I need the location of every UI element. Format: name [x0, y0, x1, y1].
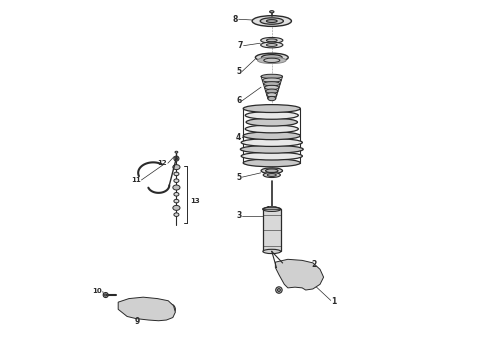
Ellipse shape	[265, 85, 279, 90]
Ellipse shape	[266, 89, 278, 93]
Text: 2: 2	[311, 260, 317, 269]
Ellipse shape	[174, 156, 179, 161]
Text: 5: 5	[236, 67, 242, 76]
Ellipse shape	[298, 273, 300, 275]
Ellipse shape	[241, 139, 302, 147]
Text: 1: 1	[331, 297, 337, 306]
Ellipse shape	[174, 199, 179, 203]
Ellipse shape	[264, 58, 280, 63]
Ellipse shape	[173, 205, 180, 210]
Ellipse shape	[174, 193, 179, 196]
Ellipse shape	[168, 307, 172, 312]
Ellipse shape	[263, 78, 281, 82]
Ellipse shape	[301, 275, 305, 279]
Ellipse shape	[245, 125, 298, 133]
Ellipse shape	[165, 304, 175, 315]
Ellipse shape	[262, 55, 282, 60]
Ellipse shape	[263, 249, 281, 253]
Ellipse shape	[277, 289, 280, 292]
Text: 5: 5	[236, 173, 242, 182]
Text: 6: 6	[236, 96, 242, 105]
Ellipse shape	[174, 213, 179, 216]
Ellipse shape	[304, 271, 306, 273]
Bar	[263, 209, 281, 251]
Ellipse shape	[174, 172, 179, 176]
Ellipse shape	[173, 165, 180, 170]
Ellipse shape	[298, 272, 309, 283]
Ellipse shape	[121, 302, 127, 308]
Ellipse shape	[261, 168, 283, 174]
Text: 4: 4	[236, 133, 242, 142]
Text: 11: 11	[131, 177, 141, 183]
Ellipse shape	[174, 179, 179, 183]
Ellipse shape	[252, 16, 292, 26]
Ellipse shape	[266, 169, 278, 172]
Ellipse shape	[103, 293, 108, 297]
Ellipse shape	[268, 174, 276, 176]
Ellipse shape	[267, 19, 277, 22]
Ellipse shape	[261, 42, 283, 48]
Ellipse shape	[241, 152, 302, 160]
Ellipse shape	[104, 294, 107, 296]
Text: 13: 13	[190, 198, 200, 204]
Text: 8: 8	[232, 15, 238, 24]
Ellipse shape	[267, 44, 277, 46]
Ellipse shape	[173, 185, 180, 190]
Polygon shape	[263, 207, 281, 209]
Ellipse shape	[175, 151, 178, 153]
Ellipse shape	[243, 159, 300, 167]
Ellipse shape	[263, 207, 281, 211]
Ellipse shape	[175, 157, 178, 160]
Ellipse shape	[263, 172, 280, 177]
Ellipse shape	[294, 267, 313, 287]
Ellipse shape	[276, 287, 282, 293]
Polygon shape	[118, 297, 175, 321]
Ellipse shape	[261, 74, 283, 78]
Ellipse shape	[267, 93, 277, 97]
Ellipse shape	[245, 111, 298, 119]
Ellipse shape	[307, 276, 309, 278]
Ellipse shape	[255, 53, 288, 62]
Ellipse shape	[243, 105, 300, 112]
Ellipse shape	[264, 82, 280, 86]
Ellipse shape	[304, 281, 306, 283]
Ellipse shape	[241, 145, 303, 153]
Ellipse shape	[298, 279, 300, 281]
Ellipse shape	[246, 118, 297, 126]
Text: 3: 3	[236, 211, 242, 220]
Polygon shape	[275, 259, 323, 290]
Ellipse shape	[267, 39, 277, 42]
Ellipse shape	[122, 303, 125, 306]
Text: 10: 10	[92, 288, 102, 294]
Ellipse shape	[270, 11, 274, 13]
Text: 7: 7	[238, 41, 243, 50]
Ellipse shape	[261, 37, 283, 43]
Ellipse shape	[258, 57, 286, 64]
Text: 12: 12	[157, 160, 167, 166]
Ellipse shape	[268, 96, 276, 101]
Ellipse shape	[243, 132, 300, 140]
Text: 9: 9	[134, 317, 140, 326]
Ellipse shape	[260, 18, 283, 24]
